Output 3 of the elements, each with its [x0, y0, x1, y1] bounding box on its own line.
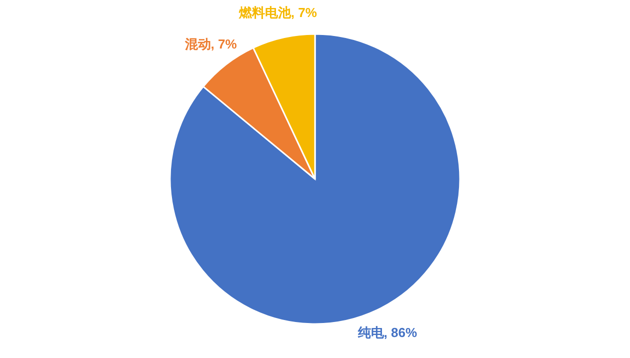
slice-label: 混动, 7% — [184, 36, 238, 52]
slice-label: 燃料电池, 7% — [238, 5, 318, 20]
slice-label: 纯电, 86% — [356, 324, 418, 340]
